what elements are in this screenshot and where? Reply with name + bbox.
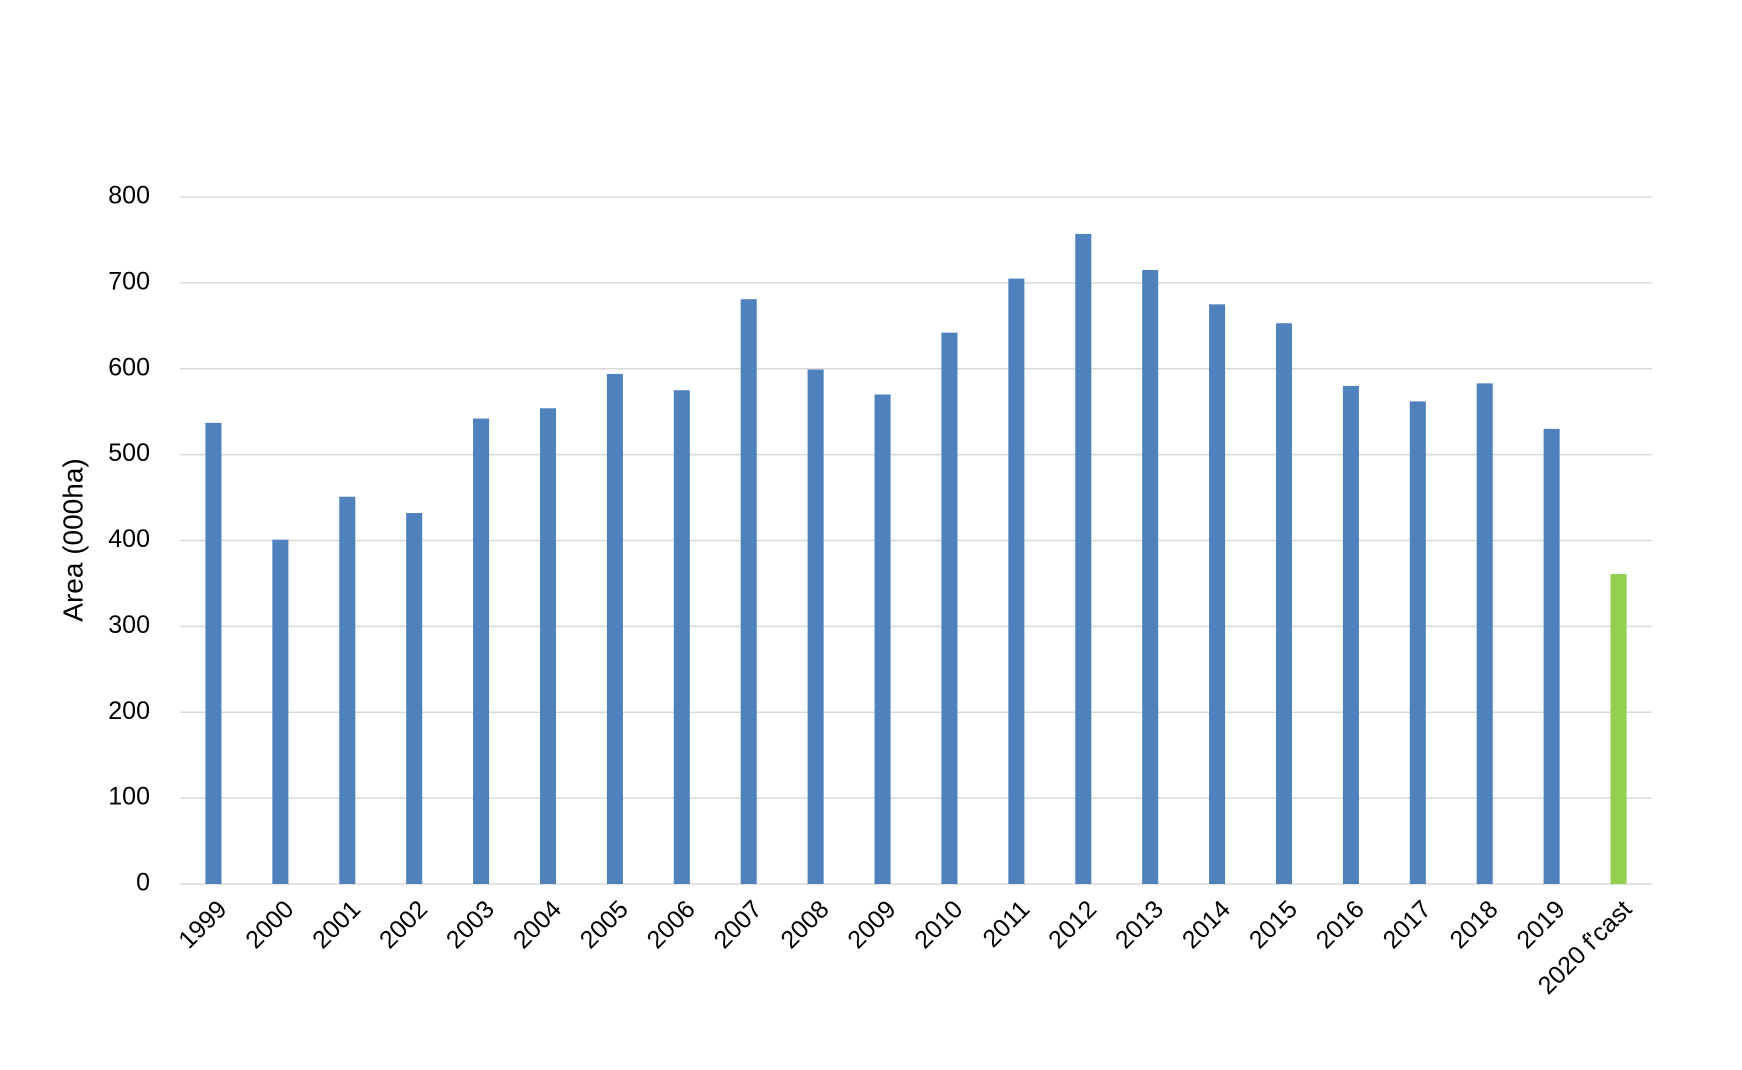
- x-tick-label: 2009: [842, 895, 901, 954]
- bar: [874, 394, 891, 884]
- x-tick-label: 2013: [1110, 895, 1169, 954]
- bar: [1409, 401, 1426, 884]
- bar: [205, 422, 222, 884]
- x-tick-label: 2001: [307, 895, 366, 954]
- x-tick-label: 2019: [1511, 895, 1570, 954]
- bar: [1008, 278, 1025, 884]
- y-tick-label: 500: [108, 439, 150, 467]
- x-tick-label: 2006: [642, 895, 701, 954]
- bar: [1543, 428, 1560, 884]
- x-tick-label: 2008: [775, 895, 834, 954]
- x-tick-label: 2005: [575, 895, 634, 954]
- x-tick-label: 2004: [508, 895, 567, 954]
- y-tick-label: 300: [108, 611, 150, 639]
- bar: [1610, 573, 1627, 884]
- bar: [1275, 323, 1293, 885]
- y-tick-label: 0: [136, 869, 150, 897]
- bar: [606, 373, 623, 884]
- x-tick-label: 2014: [1177, 895, 1236, 954]
- y-tick-label: 100: [108, 783, 150, 811]
- bar: [339, 496, 356, 884]
- bar: [941, 332, 958, 884]
- bar: [539, 408, 557, 884]
- bar: [1075, 233, 1092, 884]
- y-axis-label: Area (000ha): [57, 458, 88, 621]
- bar: [673, 390, 690, 884]
- x-tick-label: 2010: [909, 895, 968, 954]
- bar: [473, 418, 490, 884]
- x-tick-label: 2016: [1311, 895, 1370, 954]
- bar: [272, 539, 289, 884]
- y-tick-label: 400: [108, 525, 150, 553]
- bar: [807, 369, 824, 884]
- x-tick-label: 2017: [1378, 895, 1437, 954]
- bar: [1142, 269, 1159, 884]
- bar: [740, 299, 757, 884]
- y-tick-label: 600: [108, 353, 150, 381]
- y-tick-label: 800: [108, 182, 150, 210]
- y-tick-label: 700: [108, 267, 150, 295]
- x-tick-label: 2018: [1445, 895, 1504, 954]
- bar: [1209, 304, 1226, 884]
- x-tick-label: 2007: [709, 895, 768, 954]
- x-tick-label: 2015: [1244, 895, 1303, 954]
- x-tick-label: 2011: [977, 895, 1035, 953]
- x-tick-label: 2002: [374, 895, 433, 954]
- bar: [1342, 385, 1359, 884]
- bar: [1476, 383, 1493, 884]
- y-tick-label: 200: [108, 697, 150, 725]
- x-tick-label: 1999: [173, 895, 232, 954]
- x-tick-label: 2003: [441, 895, 500, 954]
- x-tick-label: 2000: [240, 895, 299, 954]
- x-tick-label: 2012: [1043, 895, 1102, 954]
- bar: [406, 513, 423, 884]
